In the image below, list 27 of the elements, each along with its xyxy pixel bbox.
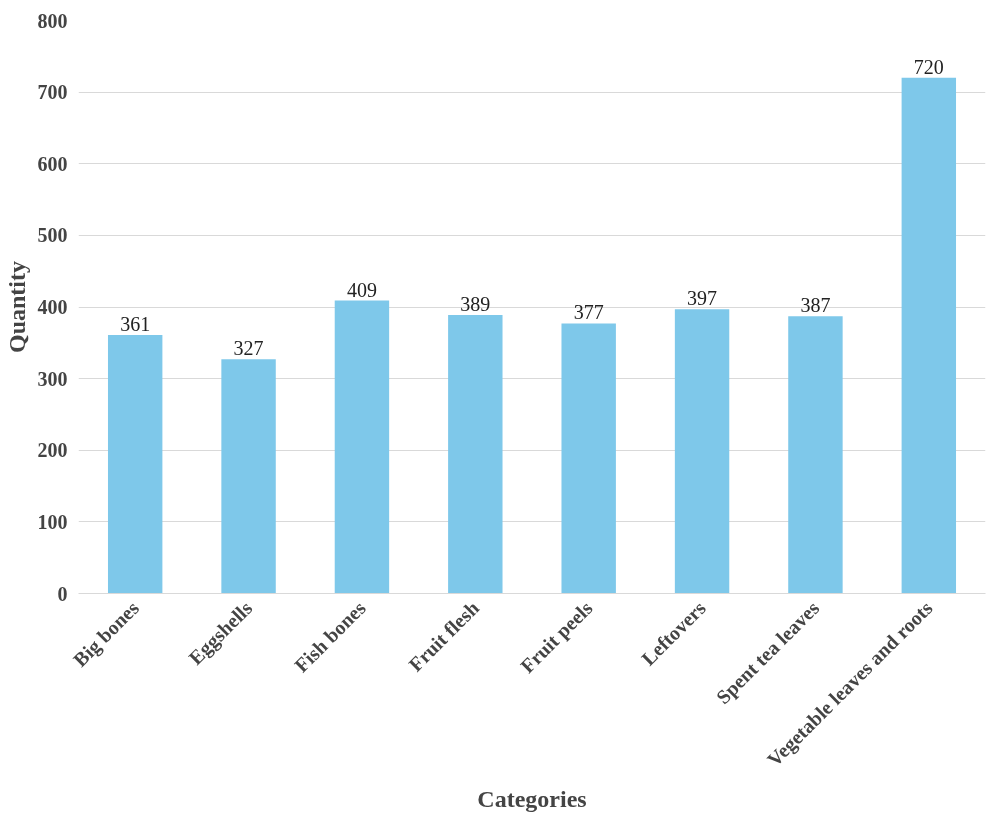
y-axis-title: Quantity [3,260,30,354]
data-label: 389 [460,292,491,315]
data-label: 397 [687,287,718,310]
bar [901,77,957,594]
y-tick-label: 100 [37,510,68,533]
bar [788,316,843,594]
y-tick-label: 600 [37,152,68,175]
y-tick-label: 500 [37,224,68,247]
bar [107,334,163,594]
data-label: 387 [800,294,831,317]
bar [221,359,276,594]
x-axis-title: Categories [477,786,587,813]
y-tick-label: 700 [37,81,68,104]
y-tick-label: 800 [37,9,68,32]
bar [561,323,616,594]
y-tick-label: 300 [37,367,68,390]
data-label: 720 [913,55,944,78]
data-label: 327 [233,337,264,360]
bar [334,300,390,594]
data-label: 377 [573,301,604,324]
data-label: 361 [120,312,151,335]
y-tick-label: 200 [37,439,68,462]
bar [448,314,503,594]
data-label: 409 [346,278,377,301]
y-tick-label: 0 [57,582,68,605]
y-tick-label: 400 [37,296,68,318]
bar [674,309,730,594]
